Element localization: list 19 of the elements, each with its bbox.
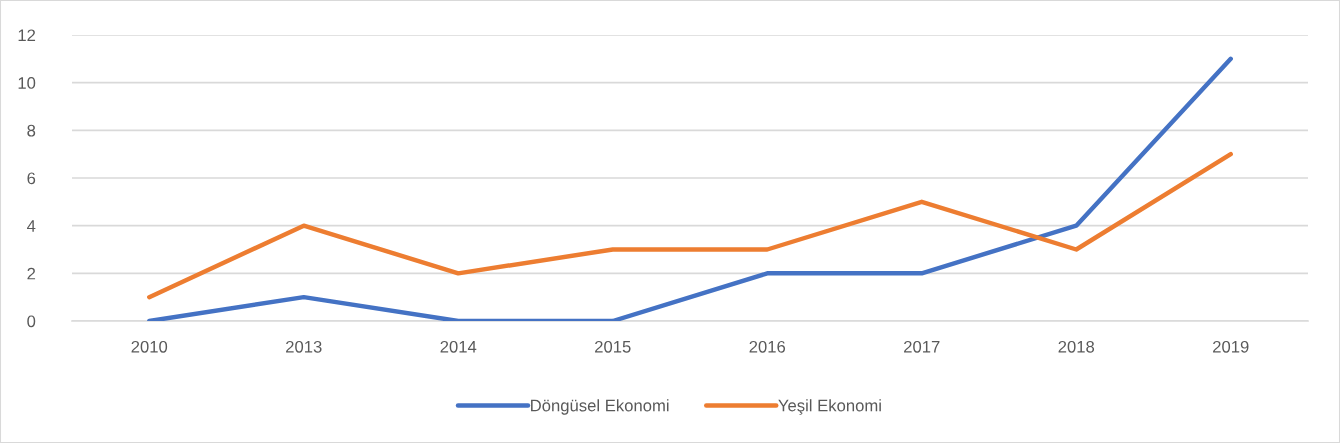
x-tick-label: 2014 xyxy=(440,340,477,353)
y-tick-label: 2 xyxy=(27,267,36,280)
x-tick-label: 2010 xyxy=(131,340,168,353)
y-tick-label: 4 xyxy=(27,220,36,232)
x-tick-label: 2015 xyxy=(595,340,631,353)
x-tick-label: 2013 xyxy=(286,340,322,353)
legend-label: Döngüsel Ekonomi xyxy=(531,399,669,415)
x-tick-label: 2018 xyxy=(1058,340,1095,353)
y-tick-label: 0 xyxy=(27,315,36,328)
x-tick-label: 2016 xyxy=(749,340,786,353)
x-tick-label: 2017 xyxy=(904,340,940,353)
y-tick-label: 10 xyxy=(18,77,36,89)
line-series xyxy=(147,56,1233,321)
x-tick-label: 2019 xyxy=(1213,340,1249,353)
y-tick-label: 8 xyxy=(27,124,36,137)
y-tick-label: 12 xyxy=(18,29,36,42)
legend-label: Yeşil Ekonomi xyxy=(778,399,881,415)
line-series xyxy=(147,151,1233,300)
y-tick-label: 6 xyxy=(27,172,36,185)
